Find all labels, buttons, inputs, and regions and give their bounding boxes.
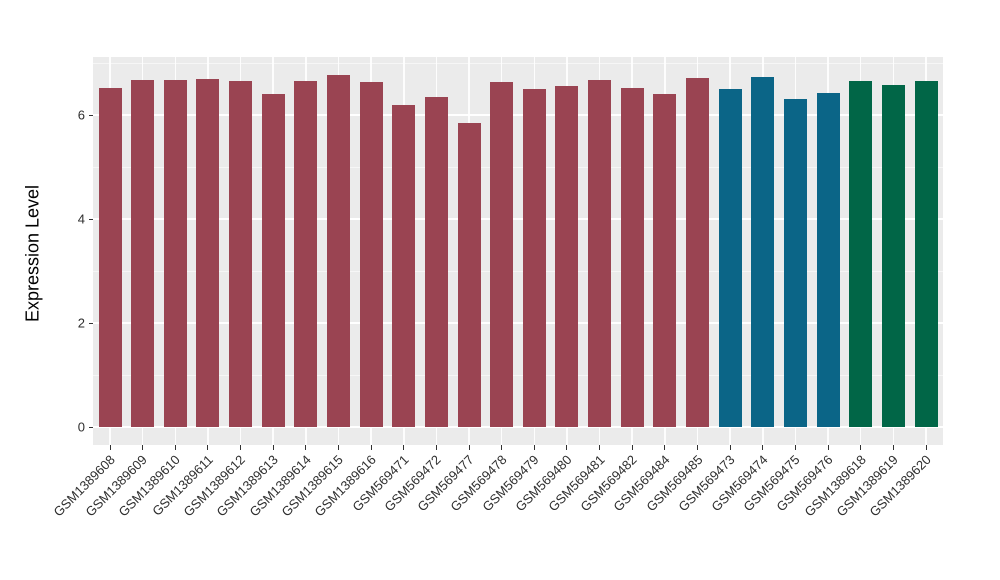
x-tick-mark [109, 445, 111, 450]
x-tick-mark [240, 445, 242, 450]
y-tick-mark [88, 114, 93, 116]
bar-GSM1389611 [196, 78, 220, 428]
y-tick-label: 0 [77, 419, 85, 435]
x-tick-mark [794, 445, 796, 450]
x-tick-mark [207, 445, 209, 450]
bar-GSM569474 [751, 76, 775, 428]
x-tick-mark [762, 445, 764, 450]
y-tick-label: 6 [77, 107, 85, 123]
bar-GSM1389613 [261, 93, 285, 428]
bar-GSM569485 [686, 78, 710, 428]
x-tick-mark [174, 445, 176, 450]
bar-GSM569476 [816, 92, 840, 428]
gridline-minor [93, 270, 943, 272]
y-tick-label: 2 [77, 315, 85, 331]
x-tick-mark [337, 445, 339, 450]
y-tick-label: 4 [77, 211, 85, 227]
x-tick-mark [435, 445, 437, 450]
bar-GSM1389608 [98, 88, 122, 428]
x-tick-mark [827, 445, 829, 450]
x-tick-mark [533, 445, 535, 450]
y-tick-mark [88, 426, 93, 428]
x-tick-mark [468, 445, 470, 450]
gridline-minor [93, 374, 943, 376]
bar-GSM569484 [653, 94, 677, 428]
gridline-major [93, 218, 943, 221]
bar-GSM569475 [783, 99, 807, 428]
gridline-minor [93, 166, 943, 168]
bar-GSM569478 [490, 82, 514, 428]
plot-panel [93, 57, 943, 445]
x-tick-mark [305, 445, 307, 450]
bar-GSM1389610 [163, 79, 187, 428]
bar-GSM1389614 [294, 80, 318, 428]
bar-GSM1389616 [359, 81, 383, 428]
bar-GSM1389609 [131, 79, 155, 428]
bar-GSM1389615 [326, 74, 350, 428]
x-tick-mark [599, 445, 601, 450]
bar-GSM569472 [424, 96, 448, 428]
bar-GSM1389612 [229, 80, 253, 428]
bar-GSM569479 [522, 89, 546, 428]
bar-GSM569480 [555, 86, 579, 428]
y-tick-mark [88, 218, 93, 220]
bar-GSM569473 [718, 89, 742, 428]
x-tick-mark [272, 445, 274, 450]
bar-GSM569482 [620, 88, 644, 428]
x-tick-mark [566, 445, 568, 450]
y-axis-title: Expression Level [22, 184, 43, 323]
x-tick-mark [403, 445, 405, 450]
gridline-major [93, 426, 943, 429]
bar-GSM569477 [457, 122, 481, 428]
bar-GSM1389618 [849, 80, 873, 428]
x-tick-mark [664, 445, 666, 450]
y-tick-mark [88, 322, 93, 324]
bar-GSM569481 [588, 80, 612, 428]
x-tick-mark [370, 445, 372, 450]
x-tick-mark [631, 445, 633, 450]
x-tick-mark [892, 445, 894, 450]
x-tick-mark [925, 445, 927, 450]
x-tick-mark [142, 445, 144, 450]
bar-GSM1389620 [914, 80, 938, 428]
gridline-minor [93, 62, 943, 64]
x-tick-mark [729, 445, 731, 450]
bar-GSM1389619 [881, 84, 905, 428]
x-tick-mark [697, 445, 699, 450]
x-tick-mark [501, 445, 503, 450]
x-tick-mark [860, 445, 862, 450]
bar-GSM569471 [392, 105, 416, 428]
gridline-major [93, 114, 943, 117]
gridline-major [93, 322, 943, 325]
